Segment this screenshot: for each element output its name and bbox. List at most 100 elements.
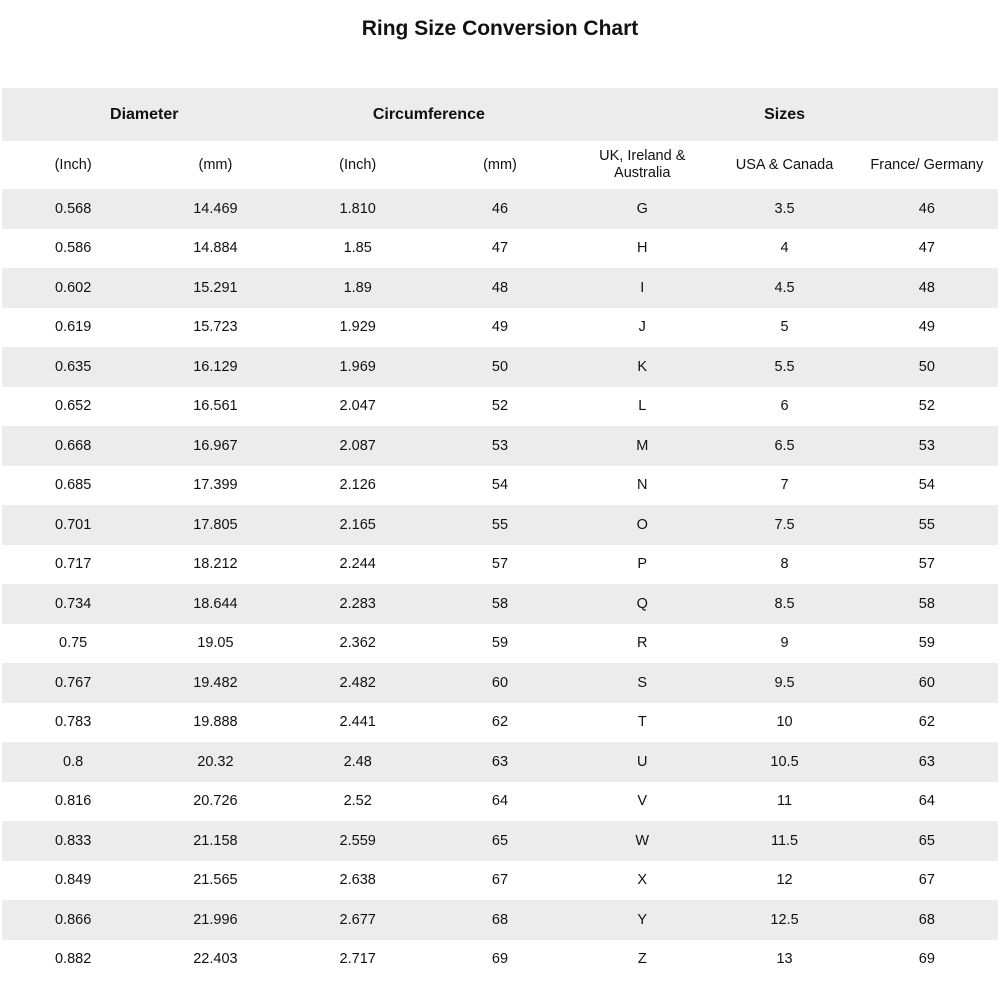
cell-diameter-mm: 15.723	[193, 319, 238, 336]
cell-diameter-inch: 0.833	[54, 832, 92, 849]
cell-circumference-mm: 48	[491, 279, 509, 296]
cell-circumference-inch: 2.441	[339, 714, 376, 731]
cell-eu-size: 62	[918, 714, 935, 731]
cell-usa-size: 10	[776, 714, 793, 731]
cell-uk-size: S	[637, 674, 648, 691]
table-row: 0.652 16.561 2.047 52 L 6 52	[2, 387, 998, 427]
cell-usa-size: 4	[780, 240, 789, 257]
cell-circumference-inch: 1.85	[343, 240, 372, 257]
cell-circumference-inch: 2.638	[339, 872, 376, 889]
cell-diameter-mm: 21.565	[193, 872, 238, 889]
cell-uk-size: J	[638, 319, 646, 336]
cell-eu-size: 68	[918, 911, 935, 928]
cell-circumference-inch: 2.165	[339, 516, 376, 533]
group-header-sizes: Sizes	[571, 88, 998, 141]
cell-diameter-inch: 0.717	[54, 556, 92, 573]
group-header-row: Diameter Circumference Sizes	[2, 88, 998, 141]
col-header-circumference-inch: (Inch)	[339, 156, 377, 173]
cell-uk-size: U	[637, 753, 648, 770]
cell-uk-size: Z	[637, 951, 647, 968]
cell-uk-size: L	[638, 398, 647, 415]
cell-eu-size: 64	[918, 793, 935, 810]
cell-circumference-mm: 47	[491, 240, 509, 257]
cell-circumference-mm: 46	[491, 200, 509, 217]
cell-eu-size: 67	[918, 872, 935, 889]
cell-diameter-inch: 0.568	[54, 200, 92, 217]
cell-diameter-mm: 19.482	[193, 674, 238, 691]
cell-usa-size: 11.5	[770, 832, 799, 849]
cell-circumference-inch: 2.48	[343, 753, 372, 770]
cell-diameter-mm: 17.399	[193, 477, 238, 494]
cell-usa-size: 5	[780, 319, 789, 336]
cell-diameter-inch: 0.75	[59, 635, 88, 652]
cell-eu-size: 63	[918, 753, 935, 770]
cell-circumference-inch: 2.482	[339, 674, 376, 691]
cell-usa-size: 13	[776, 951, 793, 968]
cell-usa-size: 11	[777, 793, 793, 810]
cell-usa-size: 9.5	[774, 674, 795, 691]
cell-diameter-inch: 0.586	[54, 240, 92, 257]
cell-circumference-mm: 55	[491, 516, 509, 533]
table-row: 0.849 21.565 2.638 67 X 12 67	[2, 861, 998, 901]
cell-eu-size: 48	[918, 279, 935, 296]
cell-circumference-inch: 1.810	[339, 200, 376, 217]
cell-diameter-mm: 18.644	[193, 595, 238, 612]
cell-diameter-inch: 0.602	[54, 279, 92, 296]
col-header-eu-size: France/ Germany	[870, 156, 984, 173]
cell-eu-size: 65	[918, 832, 935, 849]
cell-diameter-inch: 0.866	[54, 911, 92, 928]
cell-eu-size: 69	[918, 951, 935, 968]
cell-diameter-inch: 0.734	[54, 595, 92, 612]
cell-diameter-inch: 0.783	[54, 714, 92, 731]
cell-uk-size: X	[637, 872, 648, 889]
cell-uk-size: Y	[637, 911, 648, 928]
cell-usa-size: 12.5	[770, 911, 799, 928]
cell-eu-size: 47	[918, 240, 935, 257]
cell-circumference-inch: 2.047	[339, 398, 376, 415]
cell-circumference-mm: 63	[491, 753, 509, 770]
col-header-diameter-inch: (Inch)	[54, 156, 92, 173]
cell-usa-size: 8.5	[774, 595, 795, 612]
cell-circumference-inch: 1.969	[339, 358, 376, 375]
cell-circumference-inch: 2.362	[339, 635, 376, 652]
cell-diameter-mm: 22.403	[193, 951, 238, 968]
group-header-diameter: Diameter	[2, 88, 287, 141]
cell-diameter-mm: 18.212	[193, 556, 238, 573]
cell-uk-size: I	[640, 279, 645, 296]
cell-usa-size: 12	[776, 872, 793, 889]
table-row: 0.586 14.884 1.85 47 H 4 47	[2, 229, 998, 269]
cell-circumference-inch: 1.929	[339, 319, 376, 336]
cell-uk-size: T	[637, 714, 647, 731]
cell-diameter-mm: 20.726	[193, 793, 238, 810]
col-header-circumference-mm: (mm)	[483, 156, 517, 173]
cell-diameter-inch: 0.685	[54, 477, 92, 494]
table-row: 0.833 21.158 2.559 65 W 11.5 65	[2, 821, 998, 861]
cell-uk-size: G	[636, 200, 648, 217]
table-row: 0.619 15.723 1.929 49 J 5 49	[2, 308, 998, 348]
cell-uk-size: M	[636, 437, 649, 454]
cell-diameter-mm: 16.967	[193, 437, 238, 454]
group-header-circumference: Circumference	[286, 88, 572, 141]
table-row: 0.816 20.726 2.52 64 V 11 64	[2, 782, 998, 822]
cell-diameter-inch: 0.767	[54, 674, 92, 691]
cell-uk-size: H	[637, 240, 648, 257]
cell-eu-size: 52	[918, 398, 935, 415]
cell-circumference-inch: 2.087	[339, 437, 376, 454]
table-row: 0.602 15.291 1.89 48 I 4.5 48	[2, 268, 998, 308]
cell-usa-size: 9	[780, 635, 789, 652]
cell-circumference-inch: 2.52	[343, 793, 372, 810]
cell-uk-size: W	[635, 832, 650, 849]
cell-circumference-mm: 62	[491, 714, 509, 731]
cell-diameter-inch: 0.816	[54, 793, 92, 810]
cell-usa-size: 5.5	[774, 358, 795, 375]
cell-circumference-mm: 54	[491, 477, 509, 494]
cell-circumference-mm: 60	[491, 674, 509, 691]
cell-usa-size: 3.5	[774, 200, 795, 217]
cell-eu-size: 46	[918, 200, 935, 217]
cell-diameter-inch: 0.849	[54, 872, 92, 889]
cell-circumference-mm: 65	[491, 832, 509, 849]
cell-circumference-mm: 58	[491, 595, 509, 612]
cell-diameter-mm: 16.561	[193, 398, 238, 415]
table-row: 0.866 21.996 2.677 68 Y 12.5 68	[2, 900, 998, 940]
table-row: 0.717 18.212 2.244 57 P 8 57	[2, 545, 998, 585]
